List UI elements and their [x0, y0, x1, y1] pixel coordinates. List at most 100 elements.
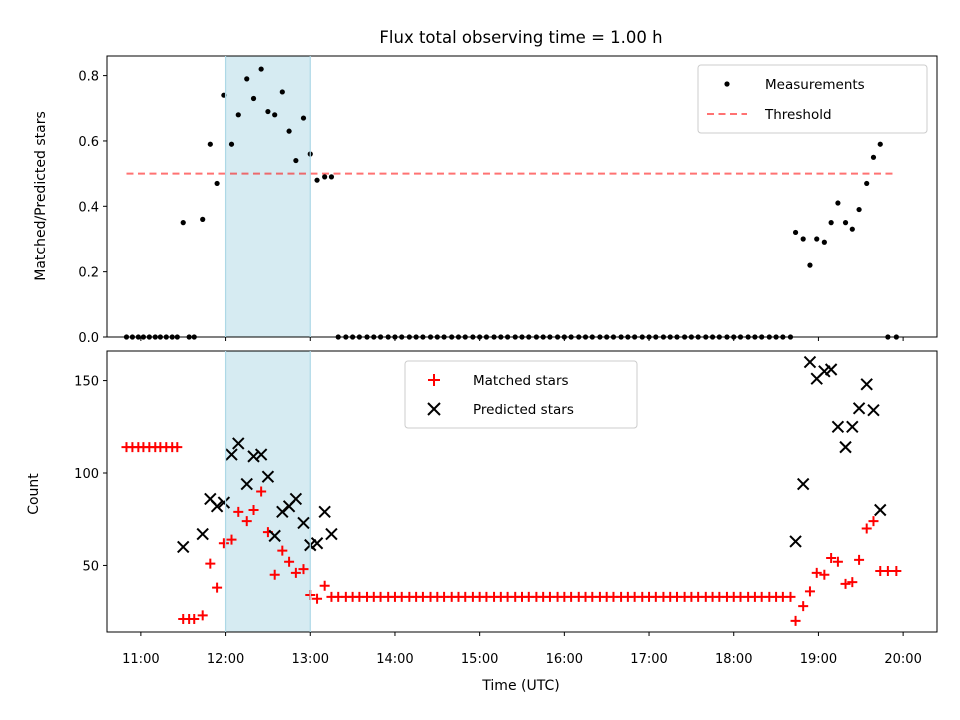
- predicted-star-point: [831, 420, 845, 434]
- measurement-point: [807, 262, 813, 268]
- measurement-point: [864, 180, 870, 187]
- matched-star-point: [248, 504, 259, 515]
- x-tick-label: 18:00: [715, 652, 752, 667]
- measurement-point: [800, 236, 806, 242]
- predicted-star-point: [310, 537, 324, 550]
- predicted-star-point: [268, 529, 281, 543]
- legend-measurements-marker: [724, 81, 730, 87]
- predicted-star-point: [254, 448, 268, 461]
- matched-star-point: [854, 554, 865, 565]
- top-y-tick-label: 0.4: [78, 200, 99, 215]
- measurement-point: [207, 141, 213, 147]
- matched-star-point: [811, 567, 822, 578]
- predicted-star-point: [318, 505, 331, 519]
- legend-matched-marker: [428, 374, 440, 386]
- x-tick-label: 13:00: [292, 652, 329, 667]
- matched-star-point: [212, 582, 223, 593]
- measurement-point: [235, 112, 241, 118]
- top-x-ticks: [140, 337, 904, 341]
- matched-star-point: [197, 610, 208, 621]
- x-tick-label: 15:00: [461, 652, 498, 667]
- bottom-legend: Matched stars Predicted stars: [404, 360, 638, 429]
- top-y-tick-label: 0.8: [78, 70, 99, 85]
- legend-predicted-marker: [427, 402, 441, 416]
- matched-star-point: [172, 442, 183, 453]
- predicted-star-point: [796, 477, 810, 491]
- predicted-star-point: [217, 496, 231, 509]
- measurement-point: [322, 174, 328, 180]
- matched-star-point: [826, 553, 837, 564]
- measurement-point: [279, 89, 285, 95]
- predicted-star-point: [803, 355, 817, 369]
- measurement-point: [849, 226, 855, 232]
- measurement-point: [214, 180, 220, 187]
- matched-star-point: [861, 523, 872, 534]
- matched-star-point: [226, 534, 237, 545]
- predicted-star-point: [846, 420, 859, 434]
- predicted-star-point: [789, 535, 802, 548]
- matched-star-point: [319, 580, 330, 591]
- x-tick-label: 19:00: [800, 652, 837, 667]
- matched-star-point: [790, 615, 801, 626]
- matched-star-point: [256, 486, 267, 497]
- predicted-star-point: [232, 437, 245, 450]
- measurement-point: [244, 76, 250, 82]
- matched-star-point: [218, 538, 229, 549]
- bottom-highlight-span: [225, 351, 311, 632]
- predicted-star-point: [860, 378, 873, 391]
- predicted-star-point: [289, 492, 303, 506]
- x-axis-label: Time (UTC): [481, 678, 559, 694]
- measurement-point: [877, 141, 883, 147]
- predicted-stars-points: [177, 355, 887, 554]
- matched-star-point: [298, 564, 309, 575]
- top-axes-frame: [106, 55, 938, 338]
- matched-stars-points: [121, 442, 902, 626]
- measurement-point: [792, 229, 799, 236]
- predicted-star-point: [225, 448, 238, 461]
- predicted-star-point: [196, 527, 209, 541]
- measurement-point: [272, 112, 278, 118]
- matched-star-point: [891, 565, 902, 576]
- top-y-tick-label: 0.0: [78, 331, 99, 346]
- measurement-point: [265, 108, 271, 115]
- matched-star-point: [233, 506, 244, 517]
- bottom-axes-frame: [106, 350, 938, 633]
- matched-star-point: [840, 578, 851, 589]
- top-axes: 0.00.20.40.60.8 Matched/Predicted stars …: [33, 55, 938, 346]
- measurement-point: [258, 66, 264, 72]
- top-y-axis-label: Matched/Predicted stars: [33, 111, 49, 281]
- x-tick-label: 16:00: [546, 652, 583, 667]
- measurement-point: [842, 220, 849, 226]
- measurement-point: [286, 128, 292, 134]
- predicted-star-point: [210, 500, 224, 513]
- bottom-y-axis-label: Count: [26, 473, 42, 515]
- legend-threshold-label: Threshold: [764, 107, 832, 123]
- top-legend-box: [697, 64, 928, 134]
- legend-predicted-label: Predicted stars: [473, 402, 574, 418]
- matched-star-point: [832, 556, 843, 567]
- measurement-point: [293, 157, 299, 164]
- x-tick-label: 12:00: [207, 652, 244, 667]
- matched-star-point: [290, 567, 301, 578]
- predicted-star-point: [247, 450, 260, 463]
- matched-star-point: [819, 569, 830, 580]
- bottom-y-ticks: 50 100 150: [74, 375, 107, 574]
- predicted-star-point: [839, 440, 852, 454]
- measurement-point: [180, 220, 186, 226]
- x-tick-label: 17:00: [630, 652, 667, 667]
- top-highlight-span: [225, 56, 311, 337]
- predicted-star-point: [240, 477, 253, 491]
- matched-star-point: [312, 593, 323, 604]
- predicted-star-point: [325, 527, 338, 541]
- measurement-point: [228, 141, 235, 147]
- chart-title: Flux total observing time = 1.00 h: [379, 28, 662, 47]
- measurement-point: [250, 95, 257, 102]
- matched-star-point: [847, 577, 858, 588]
- predicted-star-point: [852, 402, 866, 415]
- bottom-y-tick-label: 100: [74, 467, 99, 482]
- matched-star-point: [868, 516, 879, 527]
- x-tick-label: 11:00: [122, 652, 159, 667]
- top-y-tick-label: 0.6: [78, 135, 99, 150]
